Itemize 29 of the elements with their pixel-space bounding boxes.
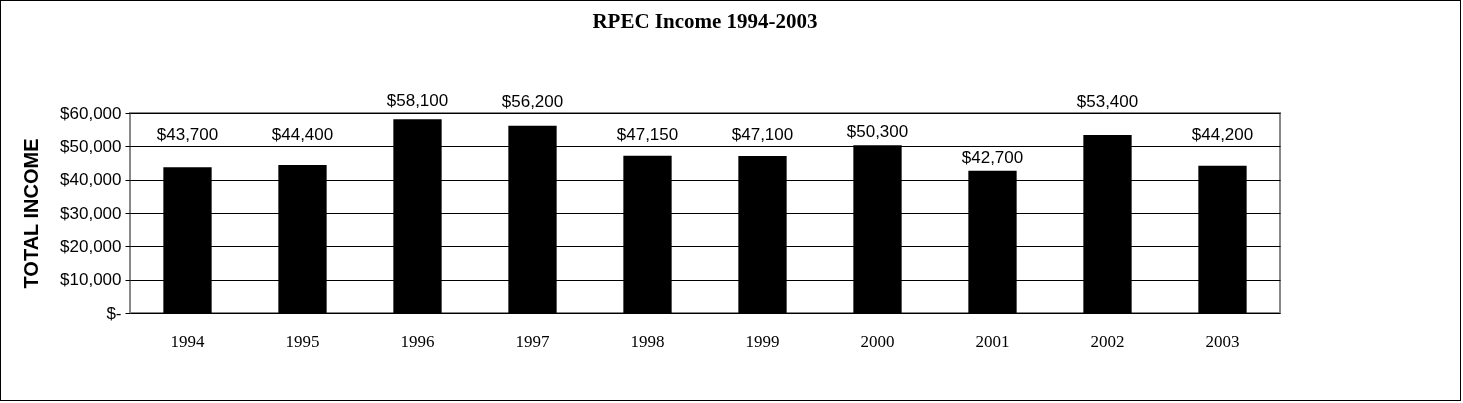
x-tick-label: 2003	[1205, 331, 1240, 351]
y-tick-label: $50,000	[60, 136, 122, 156]
x-tick-label: 2002	[1090, 331, 1125, 351]
data-label: $47,150	[616, 124, 679, 144]
data-label: $47,100	[731, 125, 794, 144]
y-axis-title: TOTAL INCOME	[20, 138, 43, 289]
x-tick-label: 1996	[400, 331, 435, 351]
y-tick-label: $60,000	[60, 103, 122, 123]
x-tick-label: 1997	[515, 331, 550, 351]
x-tick-label: 1995	[285, 331, 320, 351]
x-tick-label: 2000	[860, 331, 895, 351]
data-label: $44,400	[271, 125, 334, 144]
data-label: $50,300	[846, 122, 909, 142]
y-tick-label: $-	[106, 303, 122, 323]
y-tick-label: $30,000	[60, 203, 122, 223]
data-label: $58,100	[386, 91, 449, 111]
data-label: $56,200	[501, 91, 564, 111]
y-tick-label: $10,000	[60, 270, 122, 290]
data-label: $43,700	[156, 125, 219, 145]
y-tick-label: $20,000	[60, 236, 122, 256]
data-label: $53,400	[1076, 92, 1139, 111]
data-label: $44,200	[1191, 124, 1254, 144]
chart-title: RPEC Income 1994-2003	[592, 9, 818, 34]
x-tick-label: 1999	[745, 331, 780, 351]
data-label: $42,700	[961, 147, 1024, 167]
x-tick-label: 1998	[630, 331, 665, 351]
x-tick-label: 2001	[975, 331, 1010, 351]
y-tick-label: $40,000	[60, 170, 122, 190]
x-tick-label: 1994	[170, 331, 205, 351]
